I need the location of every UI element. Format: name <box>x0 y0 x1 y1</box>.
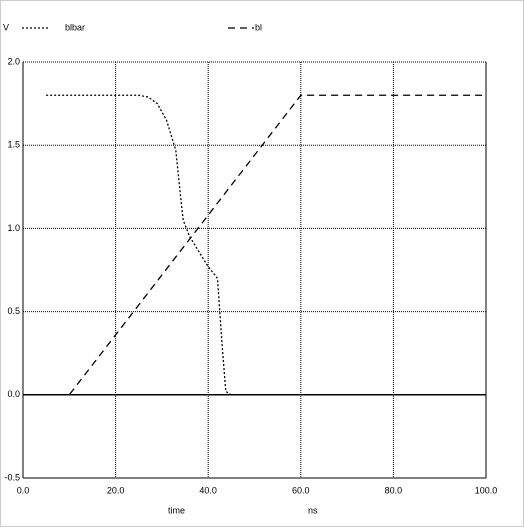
x-tick-label: 100.0 <box>475 485 498 495</box>
x-tick-label: 80.0 <box>385 485 403 495</box>
x-axis-label: time <box>168 505 185 515</box>
x-tick-label: 60.0 <box>292 485 310 495</box>
y-tick-label: 2.0 <box>7 56 20 66</box>
series-line <box>46 94 486 396</box>
series-line <box>46 94 486 396</box>
x-axis-unit: ns <box>308 505 318 515</box>
legend-label: bl <box>255 22 262 32</box>
y-axis-label: V <box>3 22 9 32</box>
y-tick-label: 0.5 <box>7 306 20 316</box>
y-tick-label: 1.0 <box>7 223 20 233</box>
plot-frame <box>22 61 487 479</box>
y-tick-label: 0.0 <box>7 389 20 399</box>
y-tick-label: -0.5 <box>4 472 20 482</box>
y-tick-label: 1.5 <box>7 140 20 150</box>
x-tick-label: 40.0 <box>199 485 217 495</box>
legend-label: blbar <box>65 22 85 32</box>
x-tick-label: 0.0 <box>17 485 30 495</box>
x-tick-label: 20.0 <box>107 485 125 495</box>
